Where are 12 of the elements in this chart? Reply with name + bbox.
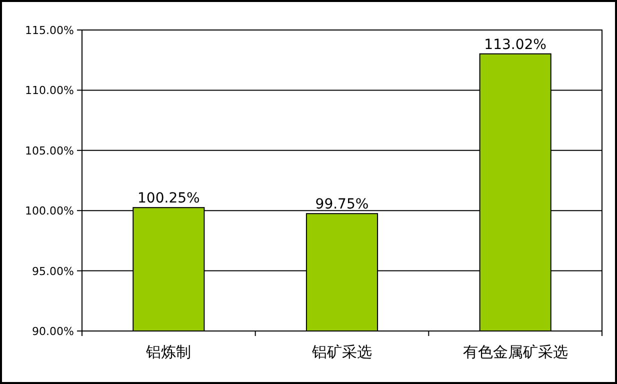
data-label: 99.75%: [315, 196, 369, 213]
y-tick-label: 105.00%: [25, 144, 74, 158]
y-tick-label: 110.00%: [25, 84, 74, 98]
y-tick-label: 95.00%: [32, 264, 74, 278]
y-tick-label: 100.00%: [25, 204, 74, 218]
data-label: 100.25%: [138, 190, 200, 207]
data-label: 113.02%: [484, 36, 546, 53]
x-tick-label: 铝炼制: [145, 343, 192, 361]
y-tick-label: 115.00%: [25, 24, 74, 37]
x-tick-label: 有色金属矿采选: [462, 343, 568, 361]
x-tick-label: 铝矿采选: [311, 343, 372, 361]
y-tick-label: 90.00%: [32, 325, 74, 338]
